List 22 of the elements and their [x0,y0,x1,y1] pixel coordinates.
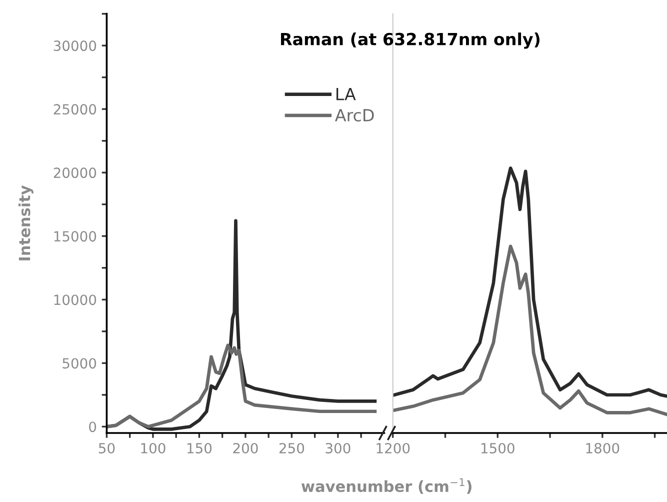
y-tick-label: 0 [89,422,96,432]
y-tick-label: 30000 [54,40,96,52]
line-series [106,344,377,428]
x-tick-label: 1800 [586,442,620,454]
y-axis-title: Intensity [18,185,34,260]
y-tick-label: 25000 [54,104,96,115]
y-tick-label: 10000 [54,294,96,306]
x-tick-label: 50 [98,442,115,454]
x-tick-label: 300 [326,442,350,454]
x-tick-label: 250 [279,442,304,454]
legend-label: LA [336,88,356,100]
x-tick-label: 1500 [481,442,514,454]
x-tick-label: 200 [233,442,258,454]
y-tick-label: 20000 [54,168,96,178]
y-tick-label: 15000 [54,231,96,242]
x-tick-label: 100 [141,442,166,454]
legend-label: ArcD [334,109,374,122]
x-tick-label: 150 [187,442,212,454]
text: Raman (at 632.817nm only) [281,32,540,49]
x-axis-title: wavenumber (cm$^{−1}$) [301,478,472,494]
y-tick-label: 5000 [62,358,96,369]
x-tick-label: 1200 [376,442,410,454]
